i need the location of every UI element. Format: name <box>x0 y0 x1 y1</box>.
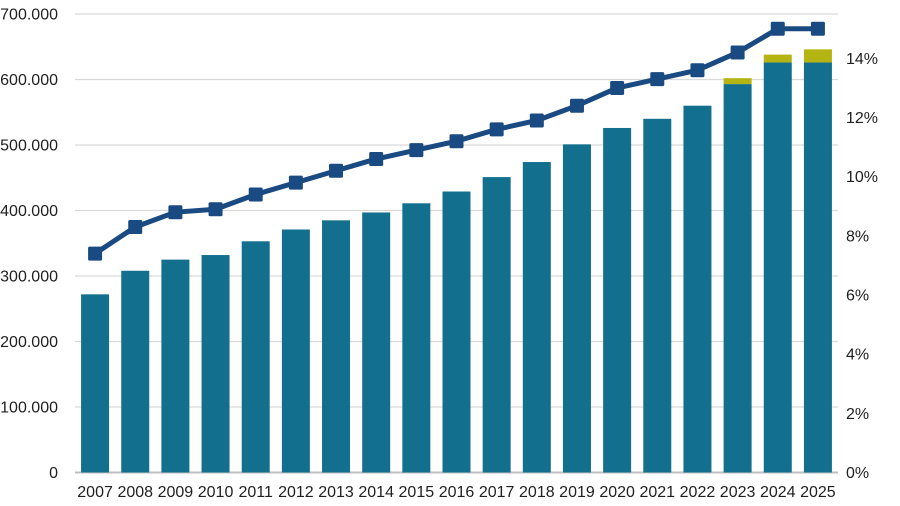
x-tick-2018: 2018 <box>519 484 555 501</box>
y-left-tick: 700.000 <box>0 7 58 24</box>
y-right-tick: 2% <box>846 406 869 423</box>
bar-2025 <box>803 62 832 473</box>
line-marker-2019 <box>569 98 584 113</box>
axis-labels-group: 0 100.000 200.000 300.000 400.000 500.000 600.… <box>0 7 878 502</box>
x-tick-2015: 2015 <box>399 484 435 501</box>
y-left-tick: 500.000 <box>0 138 58 155</box>
line-marker-2022 <box>690 63 705 78</box>
y-right-tick: 10% <box>846 169 878 186</box>
x-tick-2025: 2025 <box>800 484 836 501</box>
line-marker-2012 <box>288 175 303 190</box>
bar-2024 <box>763 62 792 473</box>
line-marker-2010 <box>208 202 223 217</box>
y-left-tick: 400.000 <box>0 203 58 220</box>
bar-2009 <box>161 259 190 473</box>
x-tick-2016: 2016 <box>439 484 475 501</box>
x-tick-2010: 2010 <box>198 484 234 501</box>
x-tick-2012: 2012 <box>278 484 314 501</box>
line-marker-2015 <box>409 143 424 158</box>
x-tick-2024: 2024 <box>760 484 796 501</box>
y-right-tick: 0% <box>846 465 869 482</box>
x-tick-2013: 2013 <box>318 484 354 501</box>
bar-2022 <box>683 105 712 473</box>
line-marker-2009 <box>168 205 183 220</box>
line-marker-2008 <box>128 219 143 234</box>
bar-2013 <box>322 220 351 473</box>
bar-2019 <box>562 144 591 473</box>
x-tick-2009: 2009 <box>158 484 194 501</box>
bar-cap-2025 <box>803 49 832 63</box>
bar-2007 <box>81 294 110 473</box>
x-tick-2019: 2019 <box>559 484 595 501</box>
line-marker-2016 <box>449 134 464 149</box>
bar-2010 <box>201 255 230 473</box>
x-tick-2007: 2007 <box>77 484 113 501</box>
bar-2015 <box>402 203 431 473</box>
line-marker-2021 <box>650 72 665 87</box>
line-marker-2025 <box>810 21 825 36</box>
x-tick-2008: 2008 <box>117 484 153 501</box>
bar-cap-2023 <box>723 78 752 85</box>
y-left-tick: 100.000 <box>0 400 58 417</box>
bar-2012 <box>281 229 310 473</box>
y-right-tick: 4% <box>846 347 869 364</box>
bar-cap-2024 <box>763 54 792 63</box>
line-marker-2017 <box>489 122 504 137</box>
line-marker-2011 <box>248 187 263 202</box>
y-left-tick: 300.000 <box>0 269 58 286</box>
y-right-tick: 8% <box>846 228 869 245</box>
bar-2021 <box>643 118 672 473</box>
y-left-tick: 600.000 <box>0 72 58 89</box>
bar-2018 <box>522 162 551 473</box>
y-right-tick: 6% <box>846 288 869 305</box>
y-right-tick: 12% <box>846 110 878 127</box>
x-tick-2022: 2022 <box>680 484 716 501</box>
bar-2011 <box>241 241 270 473</box>
line-marker-2024 <box>770 21 785 36</box>
y-right-tick: 14% <box>846 51 878 68</box>
bar-2023 <box>723 84 752 473</box>
line-marker-2020 <box>610 80 625 95</box>
y-left-tick: 0 <box>49 465 58 482</box>
x-tick-2011: 2011 <box>239 484 274 501</box>
trend-line-group <box>88 21 825 261</box>
x-tick-2023: 2023 <box>720 484 756 501</box>
line-marker-2023 <box>730 45 745 60</box>
x-tick-2020: 2020 <box>599 484 635 501</box>
line-marker-2014 <box>369 151 384 166</box>
x-tick-2014: 2014 <box>358 484 394 501</box>
line-marker-2013 <box>329 163 344 178</box>
y-left-tick: 200.000 <box>0 334 58 351</box>
bar-2008 <box>121 270 150 473</box>
bar-2020 <box>603 127 632 473</box>
bar-2016 <box>442 191 471 473</box>
x-tick-2021: 2021 <box>639 484 675 501</box>
x-tick-2017: 2017 <box>479 484 515 501</box>
bar-2017 <box>482 177 511 473</box>
bar-2014 <box>362 212 391 473</box>
bars-group <box>81 49 832 473</box>
line-marker-2018 <box>529 113 544 128</box>
line-marker-2007 <box>88 246 103 261</box>
